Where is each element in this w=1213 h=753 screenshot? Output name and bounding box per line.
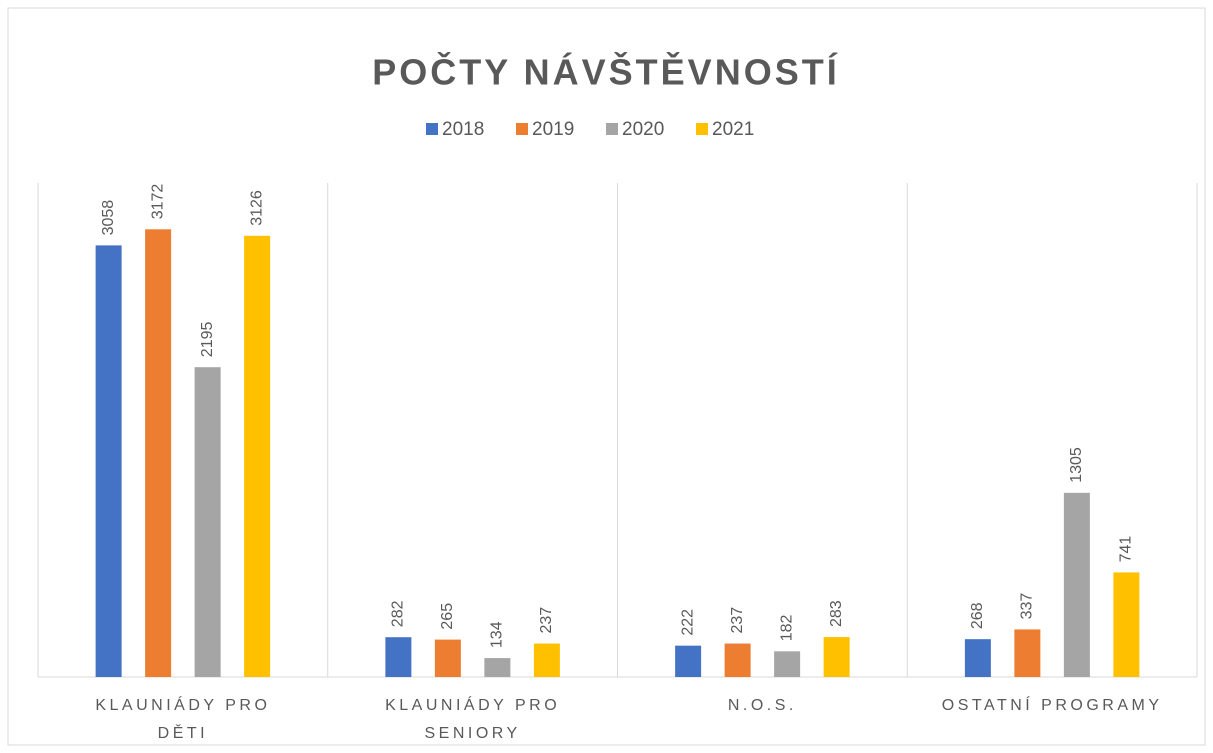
bar — [145, 229, 172, 677]
chart-title: POČTY NÁVŠTĚVNOSTÍ — [372, 51, 839, 93]
data-label: 268 — [969, 602, 986, 629]
bar — [1113, 572, 1140, 677]
data-label: 3058 — [100, 200, 117, 236]
data-label: 3126 — [248, 190, 265, 226]
x-tick-label: KLAUNIÁDY PRO SENIORY — [385, 697, 561, 742]
data-label: 2195 — [199, 321, 216, 357]
data-label: 222 — [679, 609, 696, 636]
bar — [1063, 492, 1090, 677]
bar — [823, 637, 850, 677]
data-label: 237 — [538, 607, 555, 634]
bar — [533, 643, 560, 677]
data-label: 741 — [1118, 536, 1135, 563]
bar — [484, 658, 511, 677]
bar — [244, 235, 271, 678]
data-label: 283 — [828, 600, 845, 627]
data-label: 237 — [729, 607, 746, 634]
legend-label: 2021 — [712, 119, 754, 140]
bar — [724, 643, 751, 677]
bar — [385, 637, 412, 677]
data-label: 337 — [1019, 593, 1036, 620]
bar — [95, 245, 122, 678]
data-label: 1305 — [1068, 447, 1085, 483]
bar — [1014, 629, 1041, 677]
bar — [964, 639, 991, 677]
bar — [434, 639, 461, 677]
x-tick-label: KLAUNIÁDY PRO DĚTI — [95, 697, 271, 742]
data-label: 134 — [489, 621, 506, 648]
data-label: 3172 — [149, 184, 166, 220]
bar — [675, 645, 702, 677]
legend-swatch — [426, 123, 438, 135]
data-label: 265 — [439, 603, 456, 630]
x-tick-label: OSTATNÍ PROGRAMY — [941, 697, 1163, 714]
data-label: 282 — [390, 600, 407, 627]
legend-label: 2019 — [532, 119, 574, 140]
legend-swatch — [516, 123, 528, 135]
bar — [194, 367, 221, 677]
data-label: 182 — [778, 615, 795, 642]
legend-swatch — [696, 123, 708, 135]
legend-label: 2018 — [442, 119, 484, 140]
legend-swatch — [606, 123, 618, 135]
bar — [774, 651, 801, 677]
legend-label: 2020 — [622, 119, 664, 140]
x-tick-label: N.O.S. — [727, 697, 797, 714]
